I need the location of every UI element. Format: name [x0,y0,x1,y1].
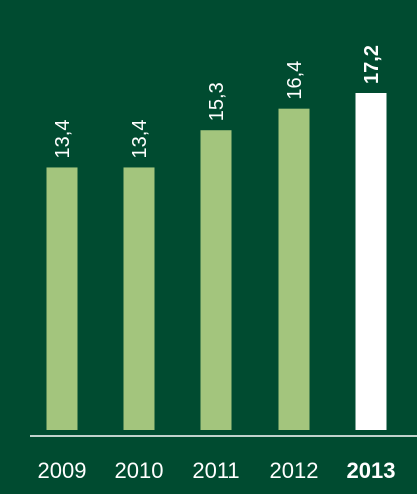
x-tick-label-2010: 2010 [115,458,164,483]
x-tick-labels-group: 2009 2010 2011 2012 2013 [38,458,396,483]
value-label-2012: 16,4 [284,61,306,100]
bar-2011 [200,130,232,430]
value-label-2010: 13,4 [129,120,151,159]
bar-2010 [123,167,155,430]
value-label-2009: 13,4 [52,120,74,159]
bar-2013 [355,93,387,430]
bars-group [46,93,387,431]
x-tick-label-2013: 2013 [347,458,396,483]
bar-2009 [46,167,78,430]
x-tick-label-2011: 2011 [192,458,239,483]
value-label-2013: 17,2 [361,45,383,84]
x-tick-label-2009: 2009 [38,458,87,483]
x-tick-label-2012: 2012 [270,458,319,483]
bar-2012 [278,108,310,431]
value-label-2011: 15,3 [206,82,228,121]
value-labels-group: 13,4 13,4 15,3 16,4 17,2 [52,45,383,158]
